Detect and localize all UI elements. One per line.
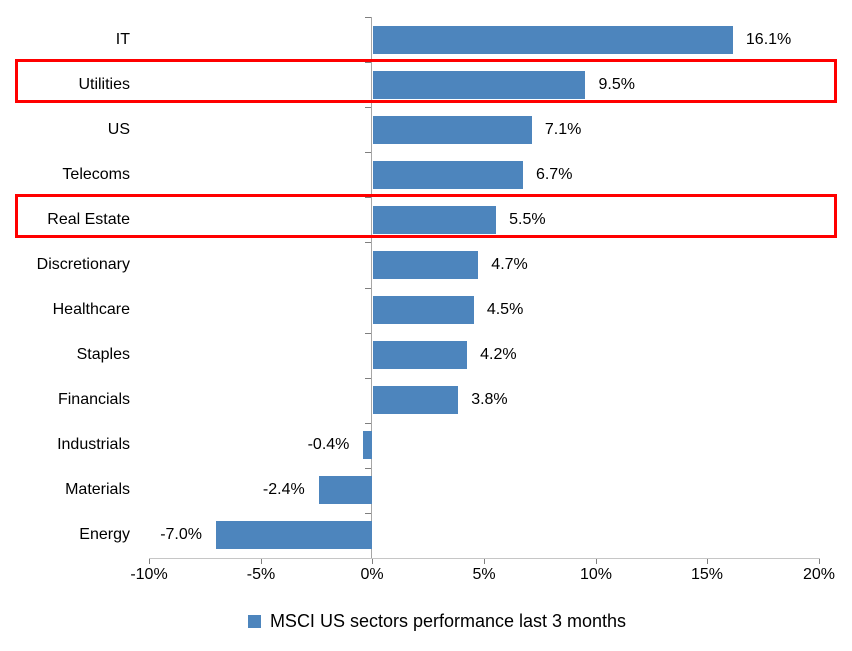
x-axis-tick-label-0: 0% — [360, 566, 384, 583]
category-axis-tick — [365, 17, 371, 18]
bar-staples — [373, 341, 468, 370]
value-label-us: 7.1% — [544, 120, 582, 138]
value-label-industrials: -0.4% — [307, 436, 350, 454]
x-axis-tick — [596, 559, 597, 564]
x-axis-tick — [484, 559, 485, 564]
x-axis-tick — [819, 559, 820, 564]
x-axis-tick — [707, 559, 708, 564]
bar-utilities — [373, 70, 586, 99]
category-label-energy: Energy — [79, 526, 130, 544]
bar-healthcare — [373, 296, 474, 325]
x-axis-tick — [261, 559, 262, 564]
category-axis-tick — [365, 197, 371, 198]
legend-series-label: MSCI US sectors performance last 3 month… — [269, 610, 627, 631]
category-label-healthcare: Healthcare — [52, 301, 130, 319]
category-axis-tick — [365, 378, 371, 379]
value-label-energy: -7.0% — [160, 526, 202, 544]
category-axis-tick — [365, 333, 371, 334]
x-axis-tick-label-20: 20% — [802, 566, 836, 583]
bar-real-estate — [373, 205, 497, 234]
value-label-utilities: 9.5% — [598, 75, 635, 93]
value-label-healthcare: 4.5% — [486, 301, 524, 319]
category-label-us: US — [107, 120, 130, 138]
category-axis-tick — [365, 513, 371, 514]
value-label-materials: -2.4% — [262, 481, 305, 499]
x-axis-tick — [149, 559, 150, 564]
value-axis-line — [149, 558, 820, 559]
category-axis-tick — [365, 288, 371, 289]
category-label-staples: Staples — [76, 346, 130, 364]
value-label-it: 16.1% — [745, 30, 792, 48]
value-label-financials: 3.8% — [471, 391, 508, 409]
category-axis-tick — [365, 107, 371, 108]
category-axis-tick — [365, 152, 371, 153]
category-axis-tick — [365, 423, 371, 424]
x-axis-tick-label-10: 10% — [579, 566, 613, 583]
bar-financials — [373, 386, 459, 415]
category-label-utilities: Utilities — [78, 75, 130, 93]
category-axis-tick — [365, 62, 371, 63]
x-axis-tick-label-5: -5% — [246, 566, 276, 583]
category-axis-tick — [365, 468, 371, 469]
category-label-industrials: Industrials — [57, 436, 130, 454]
category-label-discretionary: Discretionary — [36, 255, 130, 273]
category-label-real-estate: Real Estate — [47, 210, 130, 228]
category-label-financials: Financials — [57, 391, 130, 409]
x-axis-tick-label-5: 5% — [472, 566, 496, 583]
value-label-discretionary: 4.7% — [491, 255, 528, 273]
value-label-telecoms: 6.7% — [535, 165, 573, 183]
bar-materials — [318, 476, 373, 505]
bar-energy — [216, 521, 373, 550]
value-label-real-estate: 5.5% — [509, 210, 546, 228]
x-axis-tick — [372, 559, 373, 564]
value-label-staples: 4.2% — [480, 346, 517, 364]
category-label-materials: Materials — [65, 481, 130, 499]
highlight-box-real-estate — [15, 194, 837, 238]
category-label-telecoms: Telecoms — [62, 165, 130, 183]
bar-telecoms — [373, 160, 523, 189]
bar-industrials — [363, 431, 373, 460]
category-label-it: IT — [115, 30, 130, 48]
bar-discretionary — [373, 250, 479, 279]
bar-us — [373, 115, 532, 144]
legend-series-marker-icon — [247, 614, 261, 628]
x-axis-tick-label-10: -10% — [130, 566, 168, 583]
category-axis-tick — [365, 242, 371, 243]
legend: MSCI US sectors performance last 3 month… — [11, 605, 852, 637]
bar-it — [373, 25, 733, 54]
category-axis-line — [371, 17, 372, 558]
highlight-box-utilities — [15, 59, 837, 103]
x-axis-tick-label-15: 15% — [690, 566, 724, 583]
